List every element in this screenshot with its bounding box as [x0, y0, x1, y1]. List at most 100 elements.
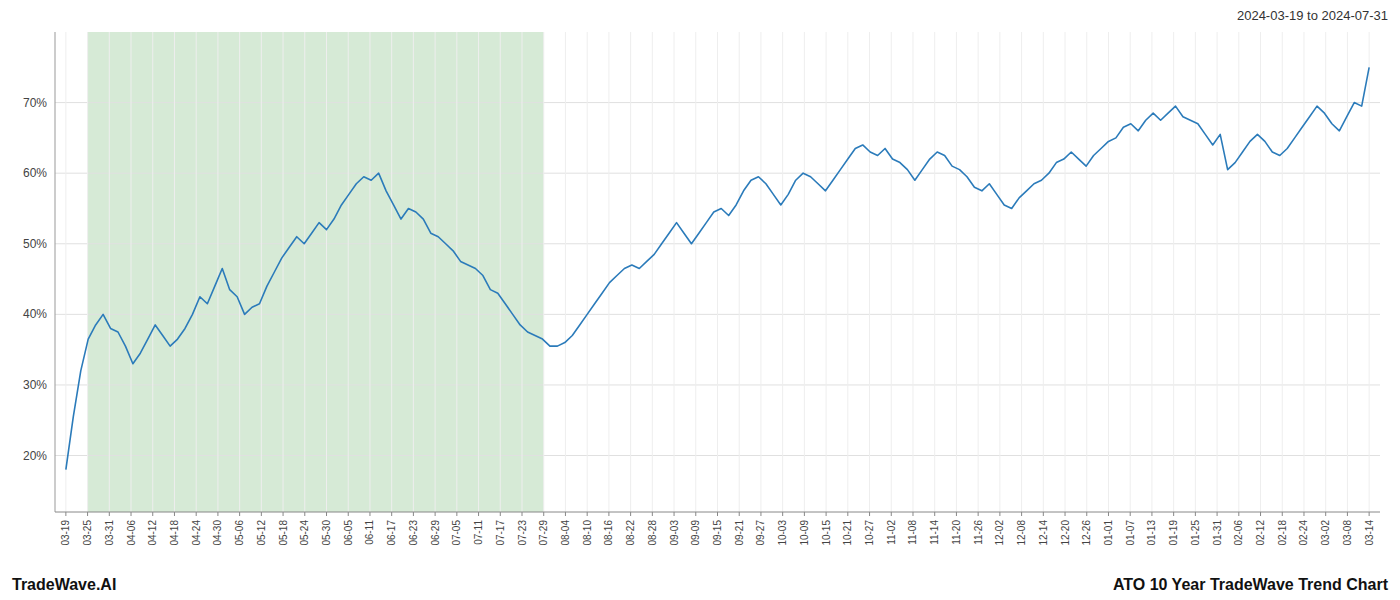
- x-grid-line: [1347, 32, 1348, 512]
- x-tick-label: 08-28: [647, 520, 658, 546]
- x-tick-label: 12-20: [1060, 520, 1071, 546]
- x-tick: [1108, 512, 1109, 516]
- x-grid-line: [1021, 32, 1022, 512]
- x-tick: [456, 512, 457, 516]
- x-tick-label: 05-30: [321, 520, 332, 546]
- x-tick: [956, 512, 957, 516]
- x-tick: [500, 512, 501, 516]
- x-tick: [608, 512, 609, 516]
- x-tick-label: 06-11: [364, 520, 375, 545]
- y-tick-label: 30%: [23, 378, 47, 392]
- x-tick: [978, 512, 979, 516]
- x-tick-label: 01-07: [1125, 520, 1136, 546]
- x-tick: [1065, 512, 1066, 516]
- trend-line: [66, 67, 1369, 469]
- x-grid-line: [1238, 32, 1239, 512]
- x-tick: [65, 512, 66, 516]
- subtitle: 2024-03-19 to 2024-07-31: [1237, 8, 1388, 23]
- x-tick: [912, 512, 913, 516]
- x-grid-line: [326, 32, 327, 512]
- x-tick: [478, 512, 479, 516]
- x-tick-label: 12-02: [994, 520, 1005, 546]
- x-grid-line: [369, 32, 370, 512]
- x-tick-label: 02-24: [1298, 520, 1309, 546]
- x-tick: [587, 512, 588, 516]
- x-tick-label: 12-14: [1038, 520, 1049, 546]
- x-tick-label: 08-04: [560, 520, 571, 546]
- x-tick: [304, 512, 305, 516]
- x-grid-line: [1369, 32, 1370, 512]
- x-tick: [87, 512, 88, 516]
- x-tick: [1238, 512, 1239, 516]
- x-tick: [391, 512, 392, 516]
- x-tick: [1217, 512, 1218, 516]
- x-tick: [1195, 512, 1196, 516]
- x-tick: [435, 512, 436, 516]
- x-grid-line: [391, 32, 392, 512]
- x-tick: [348, 512, 349, 516]
- x-tick-label: 09-27: [755, 520, 766, 546]
- x-tick-label: 05-24: [299, 520, 310, 546]
- x-tick-label: 12-26: [1081, 520, 1092, 546]
- x-grid-line: [435, 32, 436, 512]
- x-tick-label: 07-17: [495, 520, 506, 546]
- x-tick: [261, 512, 262, 516]
- x-tick: [174, 512, 175, 516]
- x-grid-line: [1086, 32, 1087, 512]
- x-tick-label: 04-12: [147, 520, 158, 546]
- x-tick-label: 11-26: [973, 520, 984, 545]
- x-grid-line: [804, 32, 805, 512]
- chart: 20%30%40%50%60%70%03-1903-2503-3104-0604…: [0, 0, 1400, 600]
- x-grid-line: [217, 32, 218, 512]
- x-grid-line: [587, 32, 588, 512]
- x-tick-label: 06-29: [430, 520, 441, 546]
- x-tick: [869, 512, 870, 516]
- x-tick: [804, 512, 805, 516]
- x-tick: [152, 512, 153, 516]
- x-tick: [826, 512, 827, 516]
- x-tick-label: 04-24: [191, 520, 202, 546]
- x-tick-label: 05-06: [234, 520, 245, 546]
- y-tick-label: 60%: [23, 166, 47, 180]
- x-grid-line: [739, 32, 740, 512]
- x-grid-line: [760, 32, 761, 512]
- x-tick-label: 06-23: [408, 520, 419, 546]
- x-tick: [934, 512, 935, 516]
- grid: [55, 32, 1380, 512]
- x-tick: [131, 512, 132, 516]
- x-grid-line: [1217, 32, 1218, 512]
- x-grid-line: [1325, 32, 1326, 512]
- x-grid-line: [261, 32, 262, 512]
- x-tick-label: 07-11: [473, 520, 484, 545]
- x-tick-label: 10-09: [799, 520, 810, 546]
- x-grid-line: [500, 32, 501, 512]
- x-tick: [1130, 512, 1131, 516]
- x-tick-label: 03-25: [82, 520, 93, 546]
- x-tick-label: 02-06: [1233, 520, 1244, 546]
- x-tick: [283, 512, 284, 516]
- x-grid-line: [869, 32, 870, 512]
- x-tick: [109, 512, 110, 516]
- x-tick: [1043, 512, 1044, 516]
- x-tick-label: 05-12: [256, 520, 267, 546]
- x-grid-line: [456, 32, 457, 512]
- x-tick: [239, 512, 240, 516]
- background: [0, 0, 1400, 600]
- x-grid-line: [522, 32, 523, 512]
- x-tick: [891, 512, 892, 516]
- x-tick: [217, 512, 218, 516]
- x-tick-label: 01-25: [1190, 520, 1201, 546]
- x-grid-line: [1303, 32, 1304, 512]
- x-tick: [630, 512, 631, 516]
- x-grid-line: [1260, 32, 1261, 512]
- x-grid-line: [1065, 32, 1066, 512]
- x-grid-line: [717, 32, 718, 512]
- x-tick: [1347, 512, 1348, 516]
- x-tick: [1086, 512, 1087, 516]
- x-tick: [565, 512, 566, 516]
- x-grid-line: [109, 32, 110, 512]
- x-tick: [543, 512, 544, 516]
- x-grid-line: [978, 32, 979, 512]
- x-grid-line: [1151, 32, 1152, 512]
- x-grid-line: [695, 32, 696, 512]
